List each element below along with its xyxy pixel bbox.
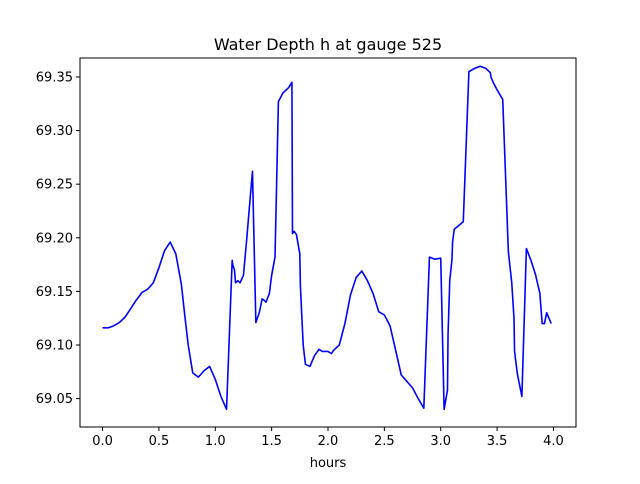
plot-area	[79, 57, 577, 428]
x-tick-label: 1.5	[261, 434, 282, 449]
series-layer	[102, 65, 552, 411]
y-tick-label: 69.05	[36, 392, 73, 407]
chart-title: Water Depth h at gauge 525	[214, 35, 442, 54]
y-tick-label: 69.35	[36, 70, 73, 85]
x-axis: 0.0 0.5 1.0 1.5 2.0 2.5 3.0 3.5 4.0	[92, 427, 564, 449]
y-tick-label: 69.25	[36, 178, 73, 193]
x-tick-label: 0.0	[92, 434, 113, 449]
x-axis-label: hours	[310, 456, 347, 471]
y-tick-label: 69.30	[36, 124, 73, 139]
x-tick-label: 3.5	[487, 434, 508, 449]
x-tick-label: 2.0	[318, 434, 339, 449]
y-tick-label: 69.15	[36, 285, 73, 300]
x-tick-label: 2.5	[374, 434, 395, 449]
x-tick-label: 4.0	[543, 434, 564, 449]
x-tick-label: 3.0	[430, 434, 451, 449]
x-tick-label: 0.5	[149, 434, 170, 449]
y-tick-label: 69.20	[36, 231, 73, 246]
y-axis: 69.05 69.10 69.15 69.20 69.25 69.30 69.35	[36, 70, 80, 407]
x-tick-label: 1.0	[205, 434, 226, 449]
series-line	[102, 65, 552, 411]
y-tick-label: 69.10	[36, 338, 73, 353]
